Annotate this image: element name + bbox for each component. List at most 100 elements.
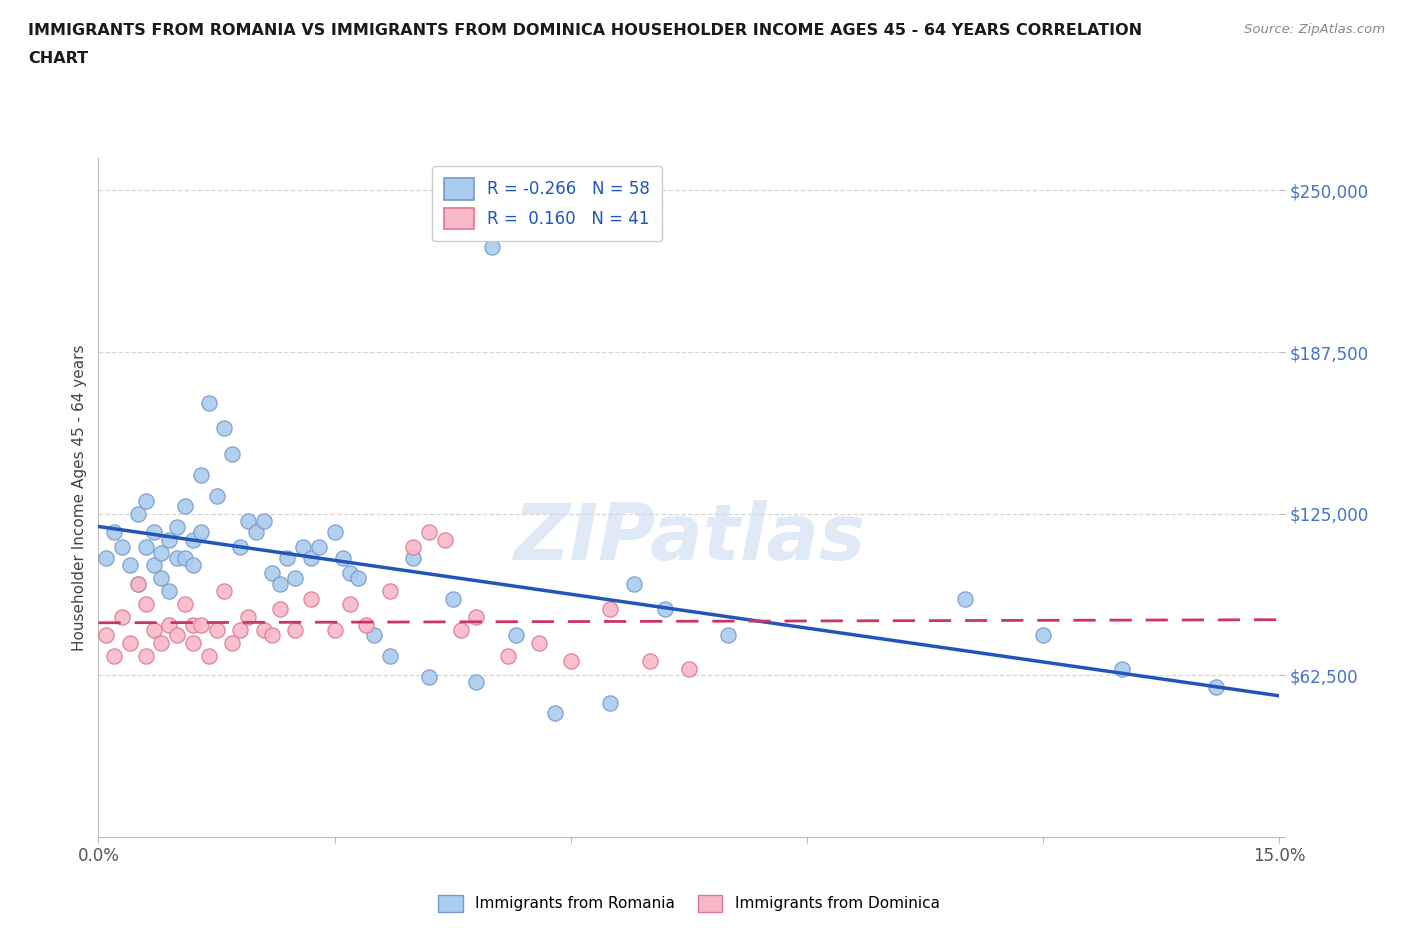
Point — [465, 674, 488, 689]
Point — [654, 602, 676, 617]
Point — [181, 635, 204, 650]
Point — [638, 654, 661, 669]
Point — [623, 576, 645, 591]
Point — [544, 706, 567, 721]
Point — [260, 628, 283, 643]
Point — [599, 695, 621, 710]
Point — [276, 551, 298, 565]
Point — [269, 602, 291, 617]
Point — [221, 635, 243, 650]
Point — [214, 584, 236, 599]
Text: CHART: CHART — [28, 51, 89, 66]
Point — [150, 571, 173, 586]
Point — [174, 498, 197, 513]
Point — [418, 525, 440, 539]
Point — [323, 525, 346, 539]
Point — [299, 551, 322, 565]
Point — [174, 551, 197, 565]
Point — [496, 648, 519, 663]
Point — [236, 514, 259, 529]
Point — [135, 540, 157, 555]
Point — [441, 591, 464, 606]
Point — [190, 618, 212, 632]
Text: IMMIGRANTS FROM ROMANIA VS IMMIGRANTS FROM DOMINICA HOUSEHOLDER INCOME AGES 45 -: IMMIGRANTS FROM ROMANIA VS IMMIGRANTS FR… — [28, 23, 1142, 38]
Point — [166, 628, 188, 643]
Point — [378, 648, 401, 663]
Point — [229, 540, 252, 555]
Point — [253, 514, 276, 529]
Point — [236, 610, 259, 625]
Point — [1111, 661, 1133, 676]
Point — [96, 628, 118, 643]
Point — [332, 551, 354, 565]
Point — [157, 618, 180, 632]
Point — [181, 618, 204, 632]
Point — [174, 597, 197, 612]
Point — [260, 565, 283, 580]
Point — [339, 597, 361, 612]
Point — [402, 551, 425, 565]
Point — [1205, 680, 1227, 695]
Point — [505, 628, 527, 643]
Point — [1032, 628, 1054, 643]
Point — [717, 628, 740, 643]
Point — [142, 623, 165, 638]
Point — [284, 623, 307, 638]
Point — [111, 540, 134, 555]
Point — [127, 576, 149, 591]
Point — [96, 551, 118, 565]
Point — [378, 584, 401, 599]
Point — [181, 558, 204, 573]
Point — [142, 558, 165, 573]
Point — [205, 488, 228, 503]
Point — [229, 623, 252, 638]
Point — [214, 421, 236, 436]
Point — [157, 532, 180, 547]
Point — [292, 540, 315, 555]
Point — [190, 525, 212, 539]
Point — [347, 571, 370, 586]
Point — [127, 506, 149, 521]
Point — [433, 532, 456, 547]
Point — [197, 395, 219, 410]
Point — [529, 635, 551, 650]
Point — [953, 591, 976, 606]
Point — [221, 446, 243, 461]
Point — [354, 618, 377, 632]
Point — [465, 610, 488, 625]
Point — [150, 635, 173, 650]
Point — [118, 635, 141, 650]
Point — [323, 623, 346, 638]
Point — [560, 654, 582, 669]
Point — [150, 545, 173, 560]
Point — [135, 597, 157, 612]
Point — [363, 628, 385, 643]
Point — [103, 648, 125, 663]
Point — [118, 558, 141, 573]
Point — [418, 670, 440, 684]
Point — [599, 602, 621, 617]
Point — [111, 610, 134, 625]
Point — [135, 648, 157, 663]
Point — [269, 576, 291, 591]
Point — [166, 551, 188, 565]
Y-axis label: Householder Income Ages 45 - 64 years: Householder Income Ages 45 - 64 years — [72, 344, 87, 651]
Point — [103, 525, 125, 539]
Point — [245, 525, 267, 539]
Point — [157, 584, 180, 599]
Point — [135, 493, 157, 508]
Point — [127, 576, 149, 591]
Point — [197, 648, 219, 663]
Point — [308, 540, 330, 555]
Point — [299, 591, 322, 606]
Point — [450, 623, 472, 638]
Text: Source: ZipAtlas.com: Source: ZipAtlas.com — [1244, 23, 1385, 36]
Point — [166, 519, 188, 534]
Point — [284, 571, 307, 586]
Point — [339, 565, 361, 580]
Point — [678, 661, 700, 676]
Point — [481, 240, 503, 255]
Point — [253, 623, 276, 638]
Point — [142, 525, 165, 539]
Point — [190, 468, 212, 483]
